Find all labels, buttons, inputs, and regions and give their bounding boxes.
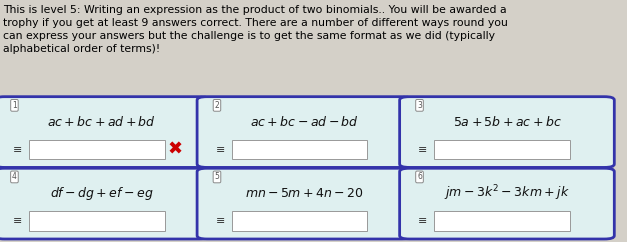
Text: This is level 5: Writing an expression as the product of two binomials.. You wil: This is level 5: Writing an expression a… <box>3 5 508 54</box>
FancyBboxPatch shape <box>197 97 412 167</box>
Text: $ac + bc - ad - bd$: $ac + bc - ad - bd$ <box>250 115 359 129</box>
Text: $\equiv$: $\equiv$ <box>10 215 23 225</box>
FancyBboxPatch shape <box>399 97 614 167</box>
Text: $ac + bc + ad + bd$: $ac + bc + ad + bd$ <box>48 115 156 129</box>
Text: $mn - 5m + 4n - 20$: $mn - 5m + 4n - 20$ <box>245 187 364 200</box>
FancyBboxPatch shape <box>435 140 569 159</box>
FancyBboxPatch shape <box>435 211 569 231</box>
Text: 3: 3 <box>417 101 422 110</box>
FancyBboxPatch shape <box>0 97 209 167</box>
Text: 6: 6 <box>417 173 422 182</box>
Text: 4: 4 <box>12 173 17 182</box>
Text: 5: 5 <box>214 173 219 182</box>
FancyBboxPatch shape <box>399 168 614 239</box>
Text: $5a + 5b + ac + bc$: $5a + 5b + ac + bc$ <box>453 115 561 129</box>
FancyBboxPatch shape <box>29 211 164 231</box>
FancyBboxPatch shape <box>232 211 367 231</box>
Text: 1: 1 <box>12 101 17 110</box>
Text: $df - dg + ef - eg$: $df - dg + ef - eg$ <box>50 185 154 202</box>
Text: $\equiv$: $\equiv$ <box>10 144 23 154</box>
Text: $jm - 3k^2 - 3km + jk$: $jm - 3k^2 - 3km + jk$ <box>444 184 570 204</box>
Text: $\equiv$: $\equiv$ <box>415 144 428 154</box>
FancyBboxPatch shape <box>0 168 209 239</box>
FancyBboxPatch shape <box>197 168 412 239</box>
Text: $\equiv$: $\equiv$ <box>415 215 428 225</box>
Text: $\equiv$: $\equiv$ <box>213 215 225 225</box>
Text: ✖: ✖ <box>168 140 183 158</box>
Text: 2: 2 <box>214 101 219 110</box>
FancyBboxPatch shape <box>232 140 367 159</box>
FancyBboxPatch shape <box>29 140 164 159</box>
Text: $\equiv$: $\equiv$ <box>213 144 225 154</box>
